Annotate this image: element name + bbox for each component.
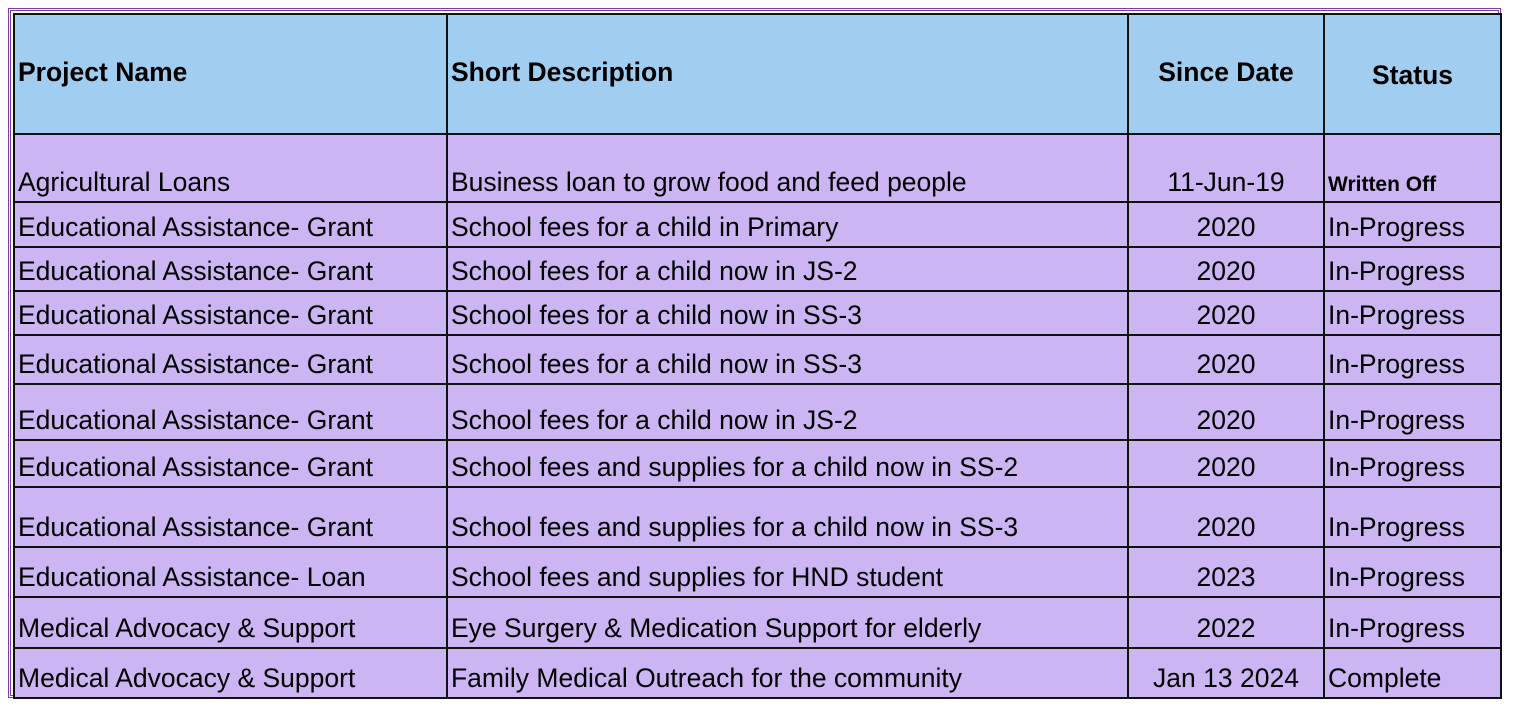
cell-short-description: School fees and supplies for a child now… (446, 439, 1129, 488)
cell-project-name: Medical Advocacy & Support (13, 647, 448, 699)
cell-status: In-Progress (1323, 486, 1502, 548)
table-row: Educational Assistance- Grant School fees… (13, 201, 1502, 248)
cell-since-date: 2020 (1127, 290, 1325, 336)
cell-short-description: School fees for a child now in SS-3 (446, 334, 1129, 385)
cell-status: In-Progress (1323, 201, 1502, 248)
projects-table: Project Name Short Description Since Dat… (13, 13, 1502, 699)
cell-project-name: Agricultural Loans (13, 133, 448, 203)
cell-status: In-Progress (1323, 246, 1502, 292)
table-row: Educational Assistance- Grant School fees… (13, 486, 1502, 548)
cell-since-date: Jan 13 2024 (1127, 647, 1325, 699)
cell-since-date: 2020 (1127, 334, 1325, 385)
cell-project-name: Medical Advocacy & Support (13, 596, 448, 649)
cell-project-name: Educational Assistance- Loan (13, 546, 448, 598)
cell-project-name: Educational Assistance- Grant (13, 486, 448, 548)
cell-since-date: 2020 (1127, 439, 1325, 488)
header-short-description: Short Description (446, 13, 1129, 135)
cell-since-date: 2023 (1127, 546, 1325, 598)
cell-project-name: Educational Assistance- Grant (13, 246, 448, 292)
cell-project-name: Educational Assistance- Grant (13, 439, 448, 488)
cell-project-name: Educational Assistance- Grant (13, 290, 448, 336)
cell-short-description: School fees for a child now in JS-2 (446, 246, 1129, 292)
table-row: Agricultural Loans Business loan to grow … (13, 133, 1502, 203)
cell-short-description: Eye Surgery & Medication Support for eld… (446, 596, 1129, 649)
cell-since-date: 2020 (1127, 246, 1325, 292)
table-row: Medical Advocacy & Support Family Medical… (13, 647, 1502, 699)
cell-short-description: Family Medical Outreach for the communit… (446, 647, 1129, 699)
cell-since-date: 2020 (1127, 383, 1325, 441)
cell-since-date: 2020 (1127, 486, 1325, 548)
table-row: Medical Advocacy & Support Eye Surgery & … (13, 596, 1502, 649)
header-row: Project Name Short Description Since Dat… (13, 13, 1502, 135)
cell-short-description: Business loan to grow food and feed peop… (446, 133, 1129, 203)
cell-status: In-Progress (1323, 546, 1502, 598)
cell-status: In-Progress (1323, 334, 1502, 385)
cell-short-description: School fees for a child in Primary (446, 201, 1129, 248)
cell-short-description: School fees for a child now in SS-3 (446, 290, 1129, 336)
table-row: Educational Assistance- Grant School fees… (13, 383, 1502, 441)
cell-since-date: 2022 (1127, 596, 1325, 649)
header-status: Status (1323, 13, 1502, 135)
cell-status: In-Progress (1323, 383, 1502, 441)
cell-since-date: 2020 (1127, 201, 1325, 248)
header-project-name: Project Name (13, 13, 448, 135)
cell-status: In-Progress (1323, 596, 1502, 649)
table-row: Educational Assistance- Grant School fees… (13, 334, 1502, 385)
cell-status: In-Progress (1323, 290, 1502, 336)
cell-status: In-Progress (1323, 439, 1502, 488)
cell-status: Written Off (1323, 133, 1502, 203)
cell-short-description: School fees and supplies for HND student (446, 546, 1129, 598)
cell-project-name: Educational Assistance- Grant (13, 383, 448, 441)
table-row: Educational Assistance- Grant School fees… (13, 246, 1502, 292)
cell-project-name: Educational Assistance- Grant (13, 201, 448, 248)
table-row: Educational Assistance- Grant School fees… (13, 439, 1502, 488)
table-row: Educational Assistance- Grant School fees… (13, 290, 1502, 336)
cell-since-date: 11-Jun-19 (1127, 133, 1325, 203)
cell-short-description: School fees for a child now in JS-2 (446, 383, 1129, 441)
projects-table-frame: Project Name Short Description Since Dat… (8, 8, 1502, 699)
cell-project-name: Educational Assistance- Grant (13, 334, 448, 385)
table-row: Educational Assistance- Loan School fees … (13, 546, 1502, 598)
cell-short-description: School fees and supplies for a child now… (446, 486, 1129, 548)
cell-status: Complete (1323, 647, 1502, 699)
header-since-date: Since Date (1127, 13, 1325, 135)
